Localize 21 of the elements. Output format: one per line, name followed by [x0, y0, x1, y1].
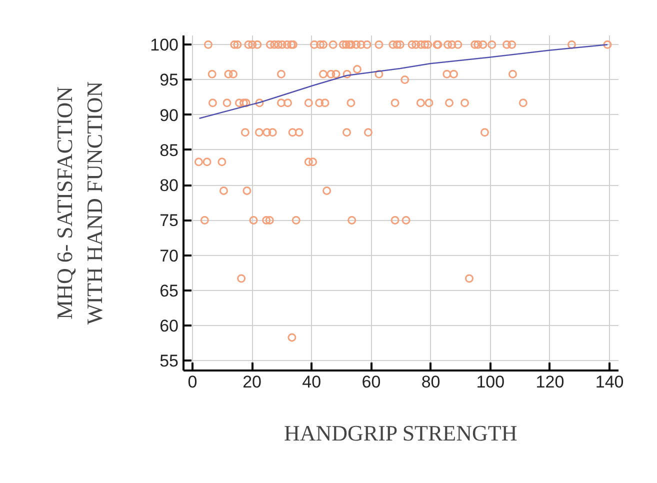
y-axis-title: MHQ 6- SATISFACTION WITH HAND FUNCTION [52, 81, 108, 325]
y-tick-label: 95 [160, 70, 179, 90]
y-tick-label: 70 [160, 246, 179, 266]
y-tick-label: 85 [160, 140, 179, 160]
x-tick-label: 40 [302, 372, 322, 392]
x-tick-label: 60 [362, 372, 381, 392]
y-tick-label: 75 [160, 211, 179, 230]
y-tick-label: 90 [160, 106, 179, 125]
line-series [198, 44, 608, 120]
y-tick-label: 100 [150, 36, 179, 55]
y-tick-label: 65 [160, 281, 179, 300]
x-tick-label: 140 [595, 372, 624, 392]
y-tick-label: 80 [160, 176, 179, 196]
x-axis-title: HANDGRIP STRENGTH [284, 420, 518, 446]
y-tick-label: 55 [160, 352, 179, 371]
x-tick-label: 120 [536, 372, 564, 392]
y-tick-label: 60 [160, 316, 179, 336]
x-tick-label: 80 [421, 372, 440, 392]
x-tick-label: 20 [242, 372, 262, 392]
x-tick-label: 0 [188, 372, 198, 392]
x-tick-label: 100 [476, 372, 505, 392]
